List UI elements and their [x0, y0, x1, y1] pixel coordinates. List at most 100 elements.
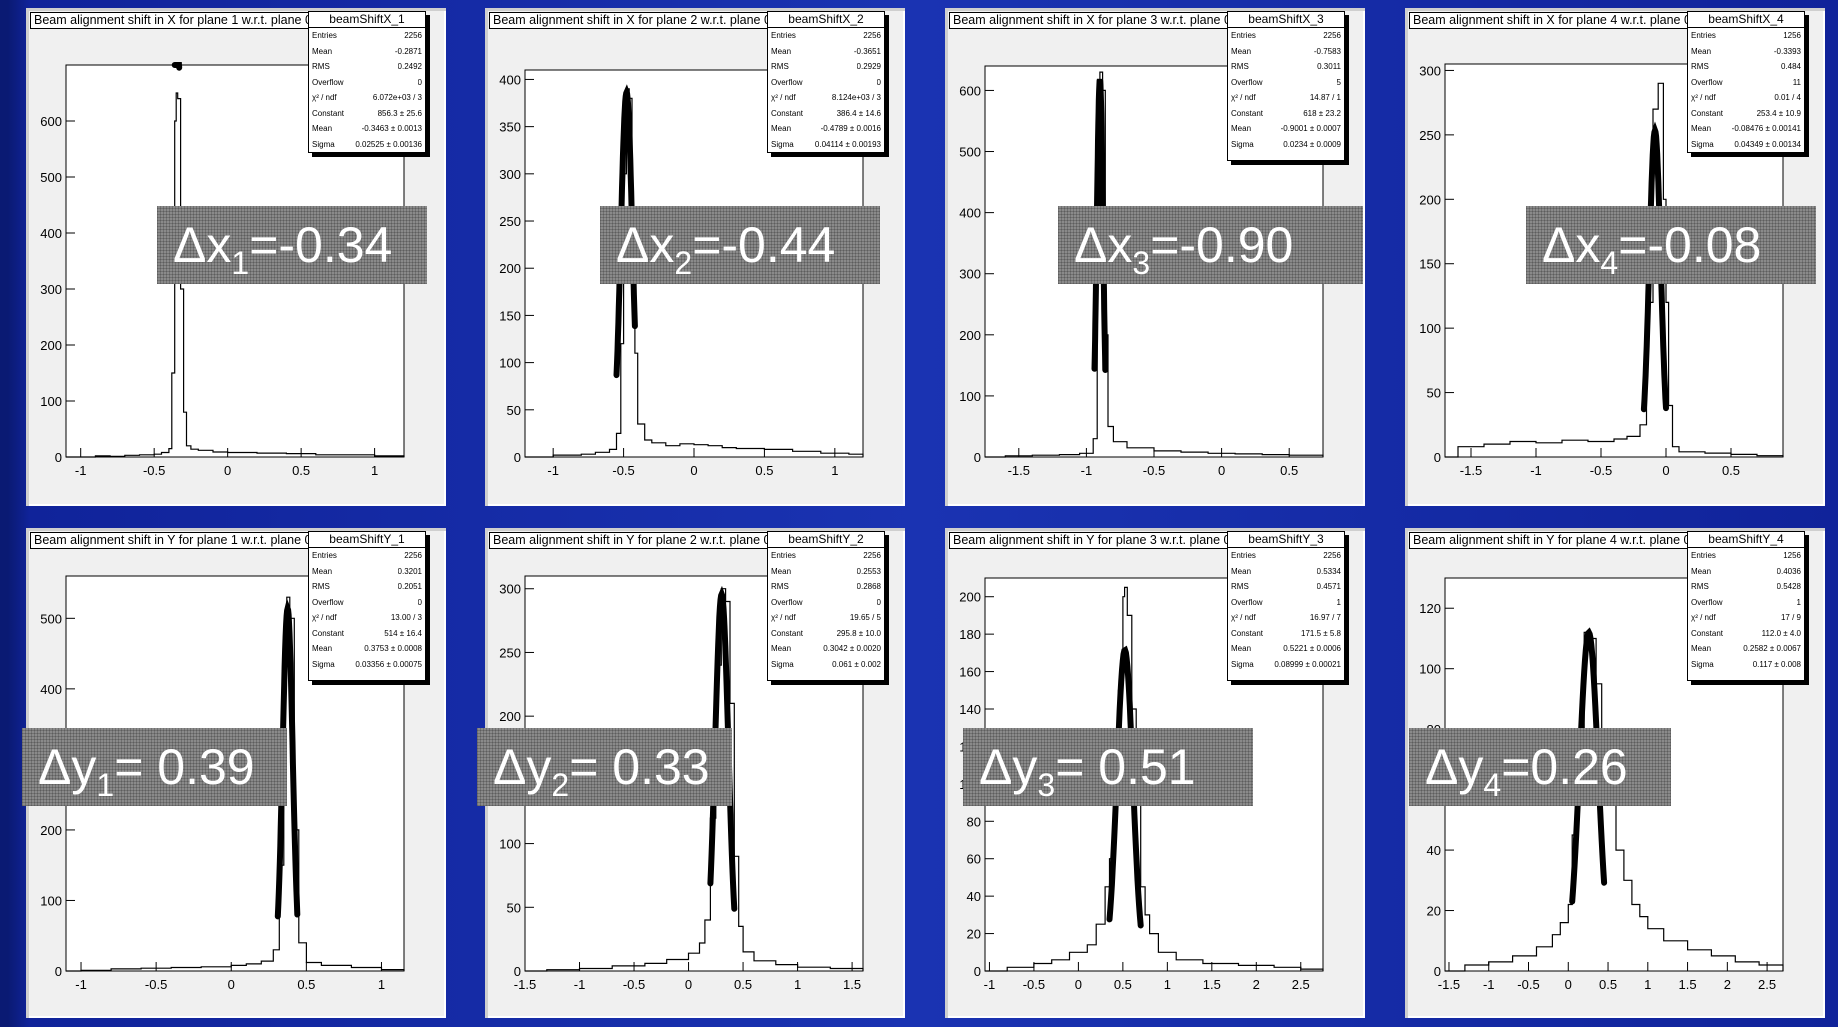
x-tick-label: -1 — [574, 977, 586, 992]
x-tick-label: 1 — [378, 977, 385, 992]
y-tick-label: 100 — [40, 394, 62, 409]
stats-key: Overflow — [1231, 77, 1263, 87]
y-tick-label: 200 — [40, 338, 62, 353]
stats-key: Sigma — [771, 659, 794, 669]
x-tick-label: 0.5 — [734, 977, 752, 992]
histogram-series — [985, 586, 1324, 972]
stats-value: 2256 — [404, 31, 422, 40]
x-tick-label: -1 — [75, 977, 87, 992]
stats-key: Constant — [312, 108, 345, 118]
stats-value: -0.3393 — [1773, 46, 1801, 56]
histogram-title: Beam alignment shift in Y for plane 2 w.… — [489, 532, 807, 549]
stats-value: 0.2582 ± 0.0067 — [1743, 644, 1801, 653]
stats-row: Overflow 0 — [309, 75, 425, 91]
x-tick-label: 2.5 — [1758, 977, 1776, 992]
x-tick-label: 1.5 — [843, 977, 861, 992]
stats-value: 0.2553 — [856, 566, 881, 576]
y-tick-label: 100 — [1419, 321, 1441, 336]
stats-row: χ² / ndf 0.01 / 4 — [1688, 90, 1804, 106]
y-tick-label: 0 — [514, 450, 521, 465]
stats-row: Sigma 0.061 ± 0.002 — [768, 657, 884, 673]
stats-key: Sigma — [1691, 139, 1714, 149]
stats-key: RMS — [312, 62, 330, 71]
stats-row: Sigma 0.0234 ± 0.0009 — [1228, 137, 1344, 153]
stats-key: χ² / ndf — [1691, 93, 1716, 102]
delta-shift-label: Δy3= 0.51 — [963, 728, 1253, 806]
stats-value: 14.87 / 1 — [1309, 93, 1341, 102]
y-tick-label: 400 — [40, 226, 62, 241]
stats-value: 13.00 / 3 — [390, 613, 422, 622]
x-tick-label: -0.5 — [1023, 977, 1045, 992]
histogram-series — [66, 92, 405, 458]
y-tick-label: 500 — [40, 611, 62, 626]
x-tick-label: 0 — [228, 977, 235, 992]
x-tick-label: 0 — [1662, 463, 1669, 478]
stats-value: 0 — [417, 597, 422, 607]
stats-key: Mean — [771, 644, 792, 653]
stats-key: Mean — [1231, 46, 1252, 56]
x-tick-label: 0 — [1218, 463, 1225, 478]
y-tick-label: 0 — [55, 450, 62, 465]
x-tick-label: 0.5 — [1722, 463, 1740, 478]
y-tick-label: 140 — [959, 702, 981, 717]
y-tick-label: 500 — [40, 170, 62, 185]
x-tick-label: -0.5 — [623, 977, 645, 992]
stats-row: Mean -0.2871 — [309, 44, 425, 60]
delta-value: =-0.08 — [1618, 217, 1762, 273]
stats-key: Overflow — [1231, 597, 1263, 607]
x-tick-label: -1.5 — [1008, 463, 1030, 478]
stats-key: RMS — [771, 62, 789, 71]
stats-value: 171.5 ± 5.8 — [1301, 628, 1341, 638]
stats-value: 2256 — [1323, 551, 1341, 560]
y-tick-label: 600 — [40, 114, 62, 129]
stats-histogram-name: beamShiftX_1 — [309, 12, 425, 28]
x-tick-label: 1 — [1644, 977, 1651, 992]
stats-key: χ² / ndf — [771, 93, 796, 102]
y-tick-label: 0 — [1434, 964, 1441, 979]
stats-value: 0 — [417, 77, 422, 87]
stats-box: beamShiftY_4 Entries 1256 Mean 0.4036 RMS 0.54… — [1687, 531, 1805, 681]
delta-subscript: 2 — [674, 245, 693, 281]
histogram-series — [985, 71, 1324, 458]
stats-value: 8.124e+03 / 3 — [831, 93, 881, 102]
stats-key: Entries — [771, 551, 796, 560]
y-tick-label: 400 — [40, 682, 62, 697]
stats-row: Entries 2256 — [1228, 548, 1344, 564]
stats-row: Overflow 5 — [1228, 75, 1344, 91]
stats-value: -0.3463 ± 0.0013 — [361, 124, 422, 133]
stats-row: RMS 0.3011 — [1228, 59, 1344, 75]
histogram-title: Beam alignment shift in X for plane 2 w.… — [489, 12, 807, 29]
delta-shift-label: Δx4=-0.08 — [1526, 206, 1816, 284]
stats-key: Sigma — [771, 139, 794, 149]
x-tick-label: -1 — [1081, 463, 1093, 478]
stats-key: Mean — [312, 566, 333, 576]
delta-symbol: Δx — [173, 217, 232, 273]
stats-row: χ² / ndf 19.65 / 5 — [768, 610, 884, 626]
stats-row: χ² / ndf 6.072e+03 / 3 — [309, 90, 425, 106]
delta-value: =-0.90 — [1150, 217, 1294, 273]
y-tick-label: 150 — [1419, 257, 1441, 272]
stats-row: Sigma 0.03356 ± 0.00075 — [309, 657, 425, 673]
histogram-title: Beam alignment shift in X for plane 3 w.… — [949, 12, 1267, 29]
stats-row: Entries 2256 — [768, 28, 884, 44]
stats-box: beamShiftX_1 Entries 2256 Mean -0.2871 RMS 0.2… — [308, 11, 426, 153]
y-tick-label: 250 — [499, 645, 521, 660]
stats-row: Overflow 0 — [768, 595, 884, 611]
stats-key: Mean — [1691, 124, 1712, 133]
y-tick-label: 300 — [959, 267, 981, 282]
histogram-title: Beam alignment shift in Y for plane 4 w.… — [1409, 532, 1727, 549]
stats-key: Mean — [312, 46, 333, 56]
delta-subscript: 1 — [231, 245, 250, 281]
x-tick-label: -1 — [75, 463, 87, 478]
stats-key: Mean — [1691, 644, 1712, 653]
stats-key: χ² / ndf — [771, 613, 796, 622]
stats-value: -0.08476 ± 0.00141 — [1731, 124, 1801, 133]
stats-row: Constant 856.3 ± 25.6 — [309, 106, 425, 122]
y-tick-label: 200 — [499, 261, 521, 276]
delta-value: =-0.34 — [249, 217, 393, 273]
y-tick-label: 100 — [959, 777, 981, 792]
stats-box: beamShiftY_1 Entries 2256 Mean 0.3201 RMS 0.20… — [308, 531, 426, 681]
stats-histogram-name: beamShiftY_2 — [768, 532, 884, 548]
delta-symbol: Δx — [616, 217, 675, 273]
x-tick-label: 1 — [1164, 977, 1171, 992]
